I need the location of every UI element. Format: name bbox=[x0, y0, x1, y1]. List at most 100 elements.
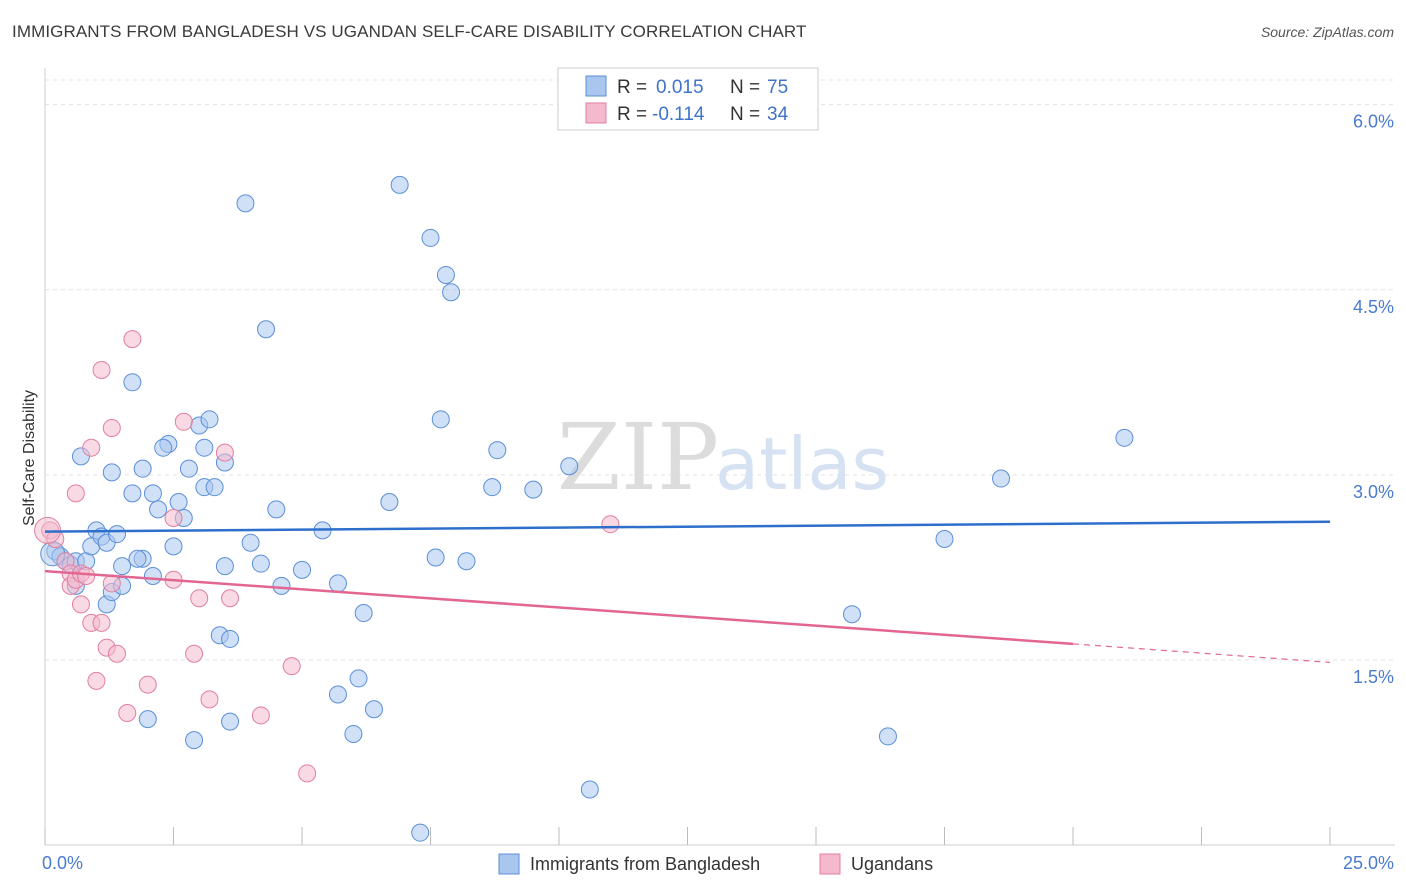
data-point bbox=[143, 567, 162, 586]
data-point bbox=[215, 557, 234, 576]
data-point bbox=[169, 492, 188, 511]
data-point bbox=[77, 567, 96, 586]
data-point bbox=[123, 330, 142, 349]
data-point bbox=[82, 438, 101, 457]
data-point bbox=[251, 706, 270, 725]
data-point bbox=[272, 576, 291, 595]
legend-n-label-1: N = bbox=[730, 77, 760, 98]
data-point bbox=[102, 418, 121, 437]
data-point bbox=[411, 823, 430, 842]
data-point bbox=[328, 574, 347, 593]
bottom-legend: Immigrants from Bangladesh Ugandans bbox=[498, 853, 933, 875]
data-point bbox=[164, 509, 183, 528]
data-point bbox=[221, 712, 240, 731]
data-point bbox=[66, 484, 85, 503]
data-point bbox=[580, 780, 599, 799]
data-point bbox=[241, 533, 260, 552]
data-point bbox=[221, 629, 240, 648]
data-point bbox=[488, 441, 507, 460]
trend-line-ugandans-extension bbox=[1072, 643, 1331, 663]
data-point bbox=[442, 283, 461, 302]
source-label: Source: ZipAtlas.com bbox=[1260, 24, 1394, 40]
data-point bbox=[878, 727, 897, 746]
data-point bbox=[138, 710, 157, 729]
watermark-atlas: atlas bbox=[715, 422, 889, 506]
legend-r-label-1: R = bbox=[617, 77, 647, 98]
data-point bbox=[149, 500, 168, 519]
data-point bbox=[344, 724, 363, 743]
data-point bbox=[185, 731, 204, 750]
data-point bbox=[133, 459, 152, 478]
data-point bbox=[298, 764, 317, 783]
y-tick-label: 6.0% bbox=[1353, 112, 1394, 132]
y-tick-label: 3.0% bbox=[1353, 482, 1394, 502]
data-point bbox=[992, 469, 1011, 488]
data-point bbox=[1115, 428, 1134, 447]
data-point bbox=[185, 644, 204, 663]
data-point bbox=[354, 604, 373, 623]
data-point bbox=[431, 410, 450, 429]
data-point bbox=[483, 478, 502, 497]
data-point bbox=[328, 685, 347, 704]
data-point bbox=[154, 438, 173, 457]
data-point bbox=[457, 552, 476, 571]
grid-lines bbox=[45, 79, 1395, 661]
data-point bbox=[174, 412, 193, 431]
legend-n-label-2: N = bbox=[730, 104, 760, 125]
x-tick-label-min: 0.0% bbox=[42, 853, 83, 873]
data-point bbox=[102, 463, 121, 482]
y-axis-label: Self-Care Disability bbox=[21, 390, 38, 526]
data-point bbox=[380, 492, 399, 511]
trend-line-bangladesh bbox=[44, 520, 1331, 533]
data-point bbox=[293, 560, 311, 579]
data-point bbox=[524, 480, 543, 499]
data-point bbox=[364, 700, 383, 719]
data-point bbox=[349, 669, 368, 688]
data-point bbox=[128, 549, 147, 568]
data-point bbox=[71, 595, 90, 614]
data-point bbox=[118, 703, 137, 722]
data-point bbox=[236, 194, 255, 213]
top-legend: R = 0.015 N = 75 R = -0.114 N = 34 bbox=[557, 67, 819, 131]
axes bbox=[44, 68, 1395, 846]
data-point bbox=[215, 443, 234, 462]
legend-r-label-2: R = bbox=[617, 104, 647, 125]
data-point bbox=[601, 515, 620, 534]
y-tick-labels: 1.5% 3.0% 4.5% 6.0% bbox=[1353, 112, 1394, 687]
data-point bbox=[251, 554, 270, 573]
legend-r-value-2: -0.114 bbox=[652, 104, 705, 125]
bottom-legend-label-blue: Immigrants from Bangladesh bbox=[530, 854, 760, 874]
legend-n-value-2: 34 bbox=[767, 104, 789, 125]
data-point bbox=[190, 589, 209, 608]
data-point bbox=[113, 557, 132, 576]
data-point bbox=[123, 373, 142, 392]
trend-line-ugandans bbox=[44, 569, 1074, 646]
data-point bbox=[267, 500, 286, 519]
data-point bbox=[200, 690, 219, 709]
data-point bbox=[200, 410, 219, 429]
data-point bbox=[205, 478, 224, 497]
data-point bbox=[935, 530, 954, 548]
data-point bbox=[92, 360, 111, 379]
chart-title: IMMIGRANTS FROM BANGLADESH VS UGANDAN SE… bbox=[12, 22, 807, 41]
watermark-zip: ZIP bbox=[557, 404, 719, 511]
bottom-legend-swatch-blue bbox=[498, 853, 520, 875]
data-point bbox=[107, 644, 126, 663]
data-point bbox=[138, 675, 157, 694]
trend-lines bbox=[44, 520, 1331, 663]
data-point bbox=[560, 457, 579, 476]
bottom-legend-swatch-pink bbox=[819, 853, 841, 875]
legend-r-value-1: 0.015 bbox=[656, 77, 704, 98]
data-point bbox=[164, 537, 183, 556]
data-point bbox=[842, 605, 861, 624]
x-tick-label-max: 25.0% bbox=[1343, 853, 1394, 873]
watermark: ZIP atlas bbox=[557, 404, 889, 511]
data-point bbox=[123, 484, 142, 503]
data-point bbox=[426, 548, 445, 567]
data-point bbox=[92, 613, 111, 632]
data-point bbox=[107, 525, 126, 544]
y-tick-label: 4.5% bbox=[1353, 297, 1394, 317]
data-point bbox=[436, 265, 455, 284]
series-ugandans-points bbox=[34, 330, 620, 783]
data-point bbox=[143, 484, 162, 503]
